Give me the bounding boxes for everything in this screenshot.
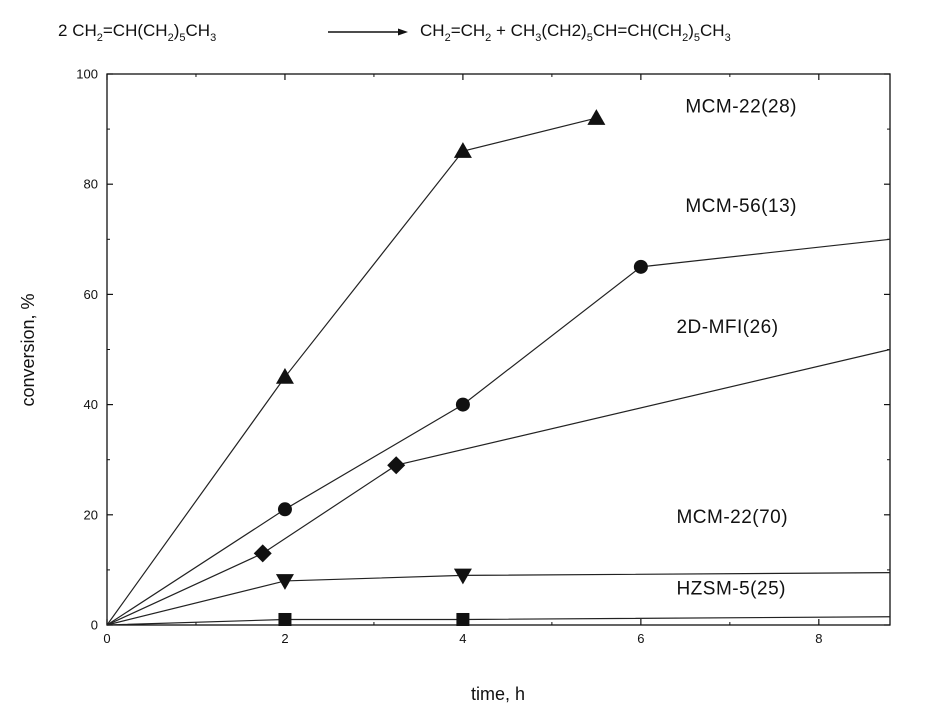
y-tick-label: 40 <box>84 397 98 412</box>
equation-lhs: 2 CH2=CH(CH2)5CH3 <box>58 21 216 44</box>
data-point-mcm-22-70 <box>275 574 294 590</box>
plot-frame <box>106 73 891 626</box>
data-point-mcm-22-28 <box>453 142 472 158</box>
x-axis-label: time, h <box>471 684 525 704</box>
x-tick-label: 0 <box>103 631 110 646</box>
series-line-mcm-22-28 <box>106 117 597 626</box>
reaction-arrow <box>328 28 408 36</box>
series-line-hzsm-5-25 <box>106 616 891 626</box>
y-tick-label: 20 <box>84 507 98 522</box>
equation-rhs: CH2=CH2 + CH3(CH2)5CH=CH(CH2)5CH3 <box>420 21 731 44</box>
y-tick-label: 60 <box>84 287 98 302</box>
series-lines <box>106 117 891 626</box>
x-tick-label: 2 <box>281 631 288 646</box>
y-axis-label: conversion, % <box>18 293 38 406</box>
x-tick-label: 6 <box>637 631 644 646</box>
y-tick-label: 100 <box>76 67 98 82</box>
series-markers <box>253 109 648 626</box>
series-labels: MCM-22(28) MCM-56(13) 2D-MFI(26) MCM-22(70)… <box>676 97 797 600</box>
data-point-2d-mfi-26 <box>253 544 272 563</box>
data-point-2d-mfi-26 <box>387 456 406 475</box>
series-label-2d-mfi-26: 2D-MFI(26) <box>676 317 778 338</box>
series-label-hzsm-5-25: HZSM-5(25) <box>676 579 786 600</box>
y-tick-label: 0 <box>91 618 98 633</box>
data-point-hzsm-5-25 <box>456 612 470 626</box>
data-point-mcm-56-13 <box>633 259 648 274</box>
series-label-mcm-22-28: MCM-22(28) <box>685 97 797 118</box>
data-point-mcm-56-13 <box>455 397 470 412</box>
data-point-mcm-22-28 <box>275 368 294 384</box>
series-label-mcm-22-70: MCM-22(70) <box>676 507 788 528</box>
y-tick-label: 80 <box>84 177 98 192</box>
series-line-mcm-22-70 <box>106 572 891 626</box>
data-point-mcm-56-13 <box>277 502 292 517</box>
data-point-mcm-22-28 <box>587 109 606 125</box>
series-line-mcm-56-13 <box>106 238 891 626</box>
series-line-2d-mfi-26 <box>106 348 891 626</box>
data-point-hzsm-5-25 <box>278 612 292 626</box>
reaction-equation: 2 CH2=CH(CH2)5CH3 CH2=CH2 + CH3(CH2)5CH=… <box>58 21 731 44</box>
x-tick-label: 4 <box>459 631 466 646</box>
x-tick-label: 8 <box>815 631 822 646</box>
series-label-mcm-56-13: MCM-56(13) <box>685 196 797 217</box>
data-point-mcm-22-70 <box>453 568 472 585</box>
